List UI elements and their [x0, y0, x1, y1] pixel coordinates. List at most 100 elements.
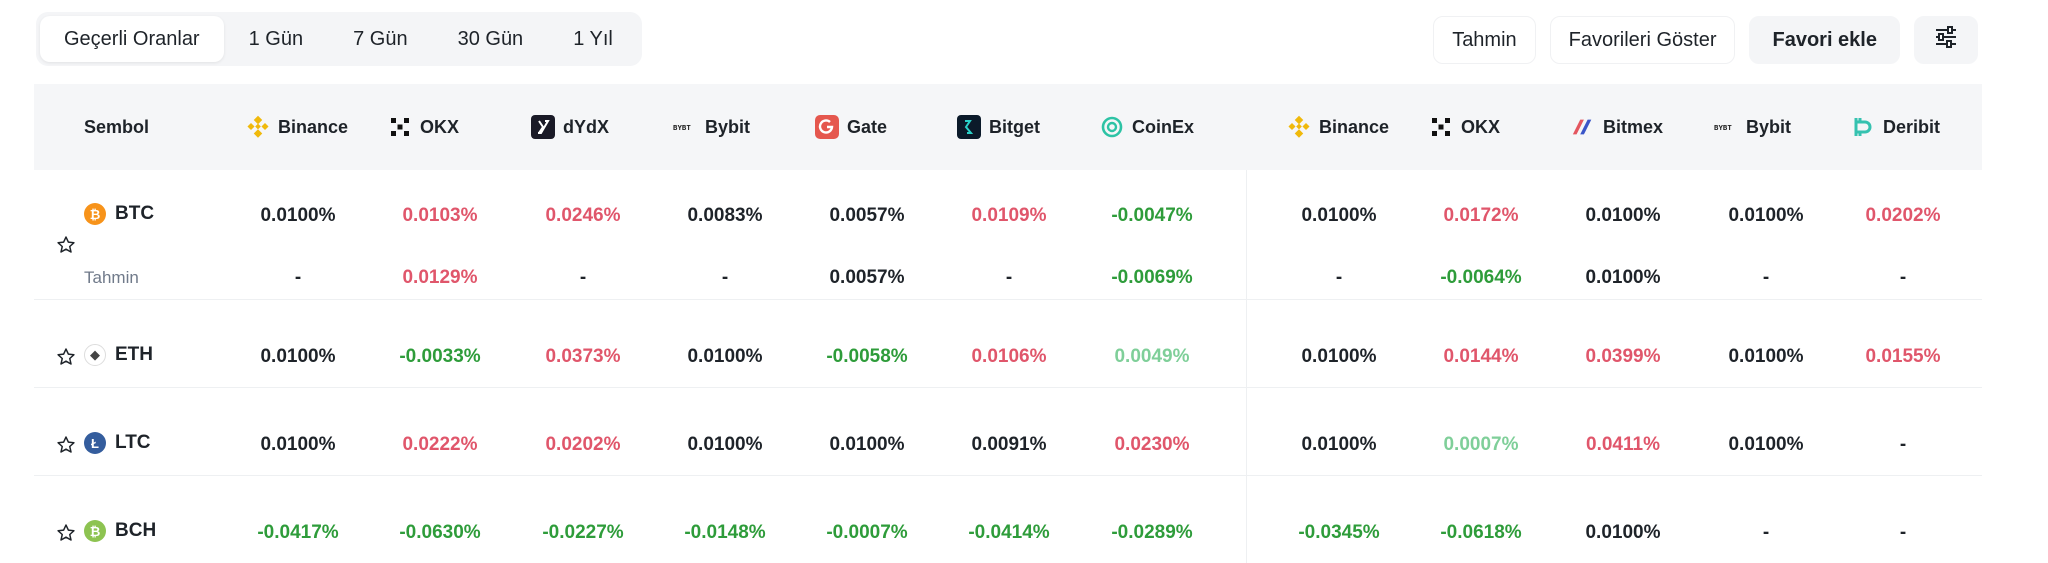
forecast-rate-cell: -0.0064%	[1440, 267, 1522, 288]
funding-rate-cell: 0.0202%	[1865, 205, 1941, 226]
funding-rate-cell: 0.0109%	[971, 205, 1047, 226]
table-row: Ł LTC 0.0100% 0.0222% 0.0202% 0.0100% 0.0100% 0…	[34, 388, 1982, 476]
exchange-name: Binance	[278, 116, 349, 137]
binance-icon	[1287, 115, 1311, 139]
header-exchange-bitmex-9[interactable]: Bitmex	[1571, 84, 1663, 170]
bch-coin-icon: ₿	[84, 520, 106, 542]
funding-rate-cell: 0.0083%	[687, 205, 763, 226]
funding-rate-cell: 0.0100%	[1728, 434, 1804, 455]
exchange-name: dYdX	[563, 116, 610, 137]
symbol-bch[interactable]: ₿ BCH	[84, 520, 156, 542]
header-exchange-bybit-3[interactable]: BYBT Bybit	[673, 84, 750, 170]
exchange-name: Bitmex	[1603, 116, 1664, 137]
forecast-rate-cell: -	[721, 267, 729, 288]
forecast-rate-cell: -	[579, 267, 587, 288]
forecast-rate-cell: -	[1762, 267, 1770, 288]
header-exchange-dydx-2[interactable]: dYdX	[531, 84, 609, 170]
header-exchange-bybit-10[interactable]: BYBT Bybit	[1714, 84, 1791, 170]
symbol-ltc[interactable]: Ł LTC	[84, 432, 151, 454]
favorite-star-icon[interactable]	[55, 234, 77, 256]
forecast-rate-cell: -	[294, 267, 302, 288]
symbol-eth[interactable]: ◆ ETH	[84, 344, 153, 366]
table-row: ◆ ETH 0.0100% -0.0033% 0.0373% 0.0100% -0.0058…	[34, 300, 1982, 388]
funding-rate-cell: 0.0222%	[402, 434, 478, 455]
funding-rate-cell: 0.0049%	[1114, 346, 1190, 367]
funding-rate-cell: 0.0106%	[971, 346, 1047, 367]
forecast-rate-cell: -0.0069%	[1111, 267, 1193, 288]
favorite-star-icon[interactable]	[55, 434, 77, 456]
header-exchange-deribit-11[interactable]: Deribit	[1851, 84, 1940, 170]
symbol-label: BTC	[115, 203, 155, 224]
header-exchange-bitget-5[interactable]: Bitget	[957, 84, 1040, 170]
funding-rate-cell: 0.0100%	[1585, 522, 1661, 543]
tab-period-3[interactable]: 30 Gün	[457, 27, 524, 50]
funding-rate-cell: 0.0155%	[1865, 346, 1941, 367]
bitmex-icon	[1571, 115, 1595, 139]
funding-rate-cell: 0.0100%	[687, 434, 763, 455]
funding-rate-cell: -0.0033%	[399, 346, 481, 367]
funding-rate-cell: 0.0144%	[1443, 346, 1519, 367]
exchange-name: Binance	[1319, 116, 1390, 137]
exchange-name: OKX	[420, 116, 460, 137]
funding-rate-cell: 0.0230%	[1114, 434, 1190, 455]
forecast-button[interactable]: Tahmin	[1433, 16, 1536, 64]
forecast-rate-cell: -	[1005, 267, 1013, 288]
tab-period-1[interactable]: 1 Gün	[248, 27, 304, 50]
symbol-label: ETH	[115, 344, 153, 365]
funding-rate-cell: -0.0630%	[399, 522, 481, 543]
symbol-header[interactable]: Sembol	[84, 116, 150, 137]
tab-period-2[interactable]: 7 Gün	[353, 27, 408, 50]
funding-rate-table: Sembol Binance OKX dYdX BYBT Bybit Gate Bitget…	[34, 84, 1982, 563]
header-exchange-binance-0[interactable]: Binance	[246, 84, 348, 170]
funding-rate-cell: 0.0091%	[971, 434, 1047, 455]
funding-rate-cell: -0.0148%	[684, 522, 766, 543]
gate-icon	[815, 115, 839, 139]
coinex-icon	[1100, 115, 1124, 139]
tab-period-0[interactable]: Geçerli Oranlar	[40, 16, 224, 62]
funding-rate-cell: 0.0411%	[1586, 434, 1660, 455]
symbol-label: LTC	[115, 432, 151, 453]
funding-rate-cell: 0.0100%	[260, 205, 336, 226]
svg-text:BYBT: BYBT	[1714, 123, 1732, 132]
header-exchange-okx-1[interactable]: OKX	[388, 84, 459, 170]
exchange-name: Bybit	[1746, 116, 1791, 137]
header-exchange-coinex-6[interactable]: CoinEx	[1100, 84, 1194, 170]
deribit-icon	[1851, 115, 1875, 139]
okx-icon	[1429, 115, 1453, 139]
funding-rate-cell: -0.0007%	[826, 522, 908, 543]
funding-rate-cell: 0.0100%	[1301, 346, 1377, 367]
bitget-icon	[957, 115, 981, 139]
header-exchange-okx-8[interactable]: OKX	[1429, 84, 1500, 170]
funding-rate-cell: -0.0417%	[257, 522, 339, 543]
forecast-rate-cell: 0.0129%	[402, 267, 478, 288]
forecast-rate-cell: -	[1899, 267, 1907, 288]
exchange-name: Deribit	[1883, 116, 1941, 137]
exchange-name: CoinEx	[1132, 116, 1195, 137]
funding-rate-cell: 0.0100%	[1301, 434, 1377, 455]
funding-rate-cell: 0.0100%	[1301, 205, 1377, 226]
favorite-star-icon[interactable]	[55, 522, 77, 544]
symbol-btc[interactable]: ₿ BTC	[84, 203, 154, 225]
forecast-rate-cell: 0.0057%	[829, 267, 905, 288]
funding-rate-cell: 0.0100%	[1585, 205, 1661, 226]
favorite-star-icon[interactable]	[55, 346, 77, 368]
funding-rate-cell: -	[1762, 522, 1770, 543]
funding-rate-cell: 0.0100%	[260, 434, 336, 455]
funding-rate-cell: -0.0345%	[1298, 522, 1380, 543]
header-exchange-binance-7[interactable]: Binance	[1287, 84, 1389, 170]
table-header: Sembol Binance OKX dYdX BYBT Bybit Gate Bitget…	[34, 84, 1982, 170]
settings-button[interactable]	[1914, 16, 1978, 64]
header-exchange-gate-4[interactable]: Gate	[815, 84, 887, 170]
forecast-rate-cell: -	[1335, 267, 1343, 288]
funding-rate-cell: -0.0058%	[826, 346, 908, 367]
tab-period-4[interactable]: 1 Yıl	[573, 27, 613, 50]
add-favorite-button[interactable]: Favori ekle	[1749, 16, 1900, 64]
show-favorites-button[interactable]: Favorileri Göster	[1549, 16, 1736, 64]
column-divider	[1246, 170, 1247, 563]
funding-rate-cell: 0.0202%	[545, 434, 621, 455]
dydx-icon	[531, 115, 555, 139]
eth-coin-icon: ◆	[84, 344, 106, 366]
forecast-label: Tahmin	[84, 268, 139, 287]
top-actions: Tahmin Favorileri Göster Favori ekle	[1433, 16, 1978, 64]
binance-icon	[246, 115, 270, 139]
